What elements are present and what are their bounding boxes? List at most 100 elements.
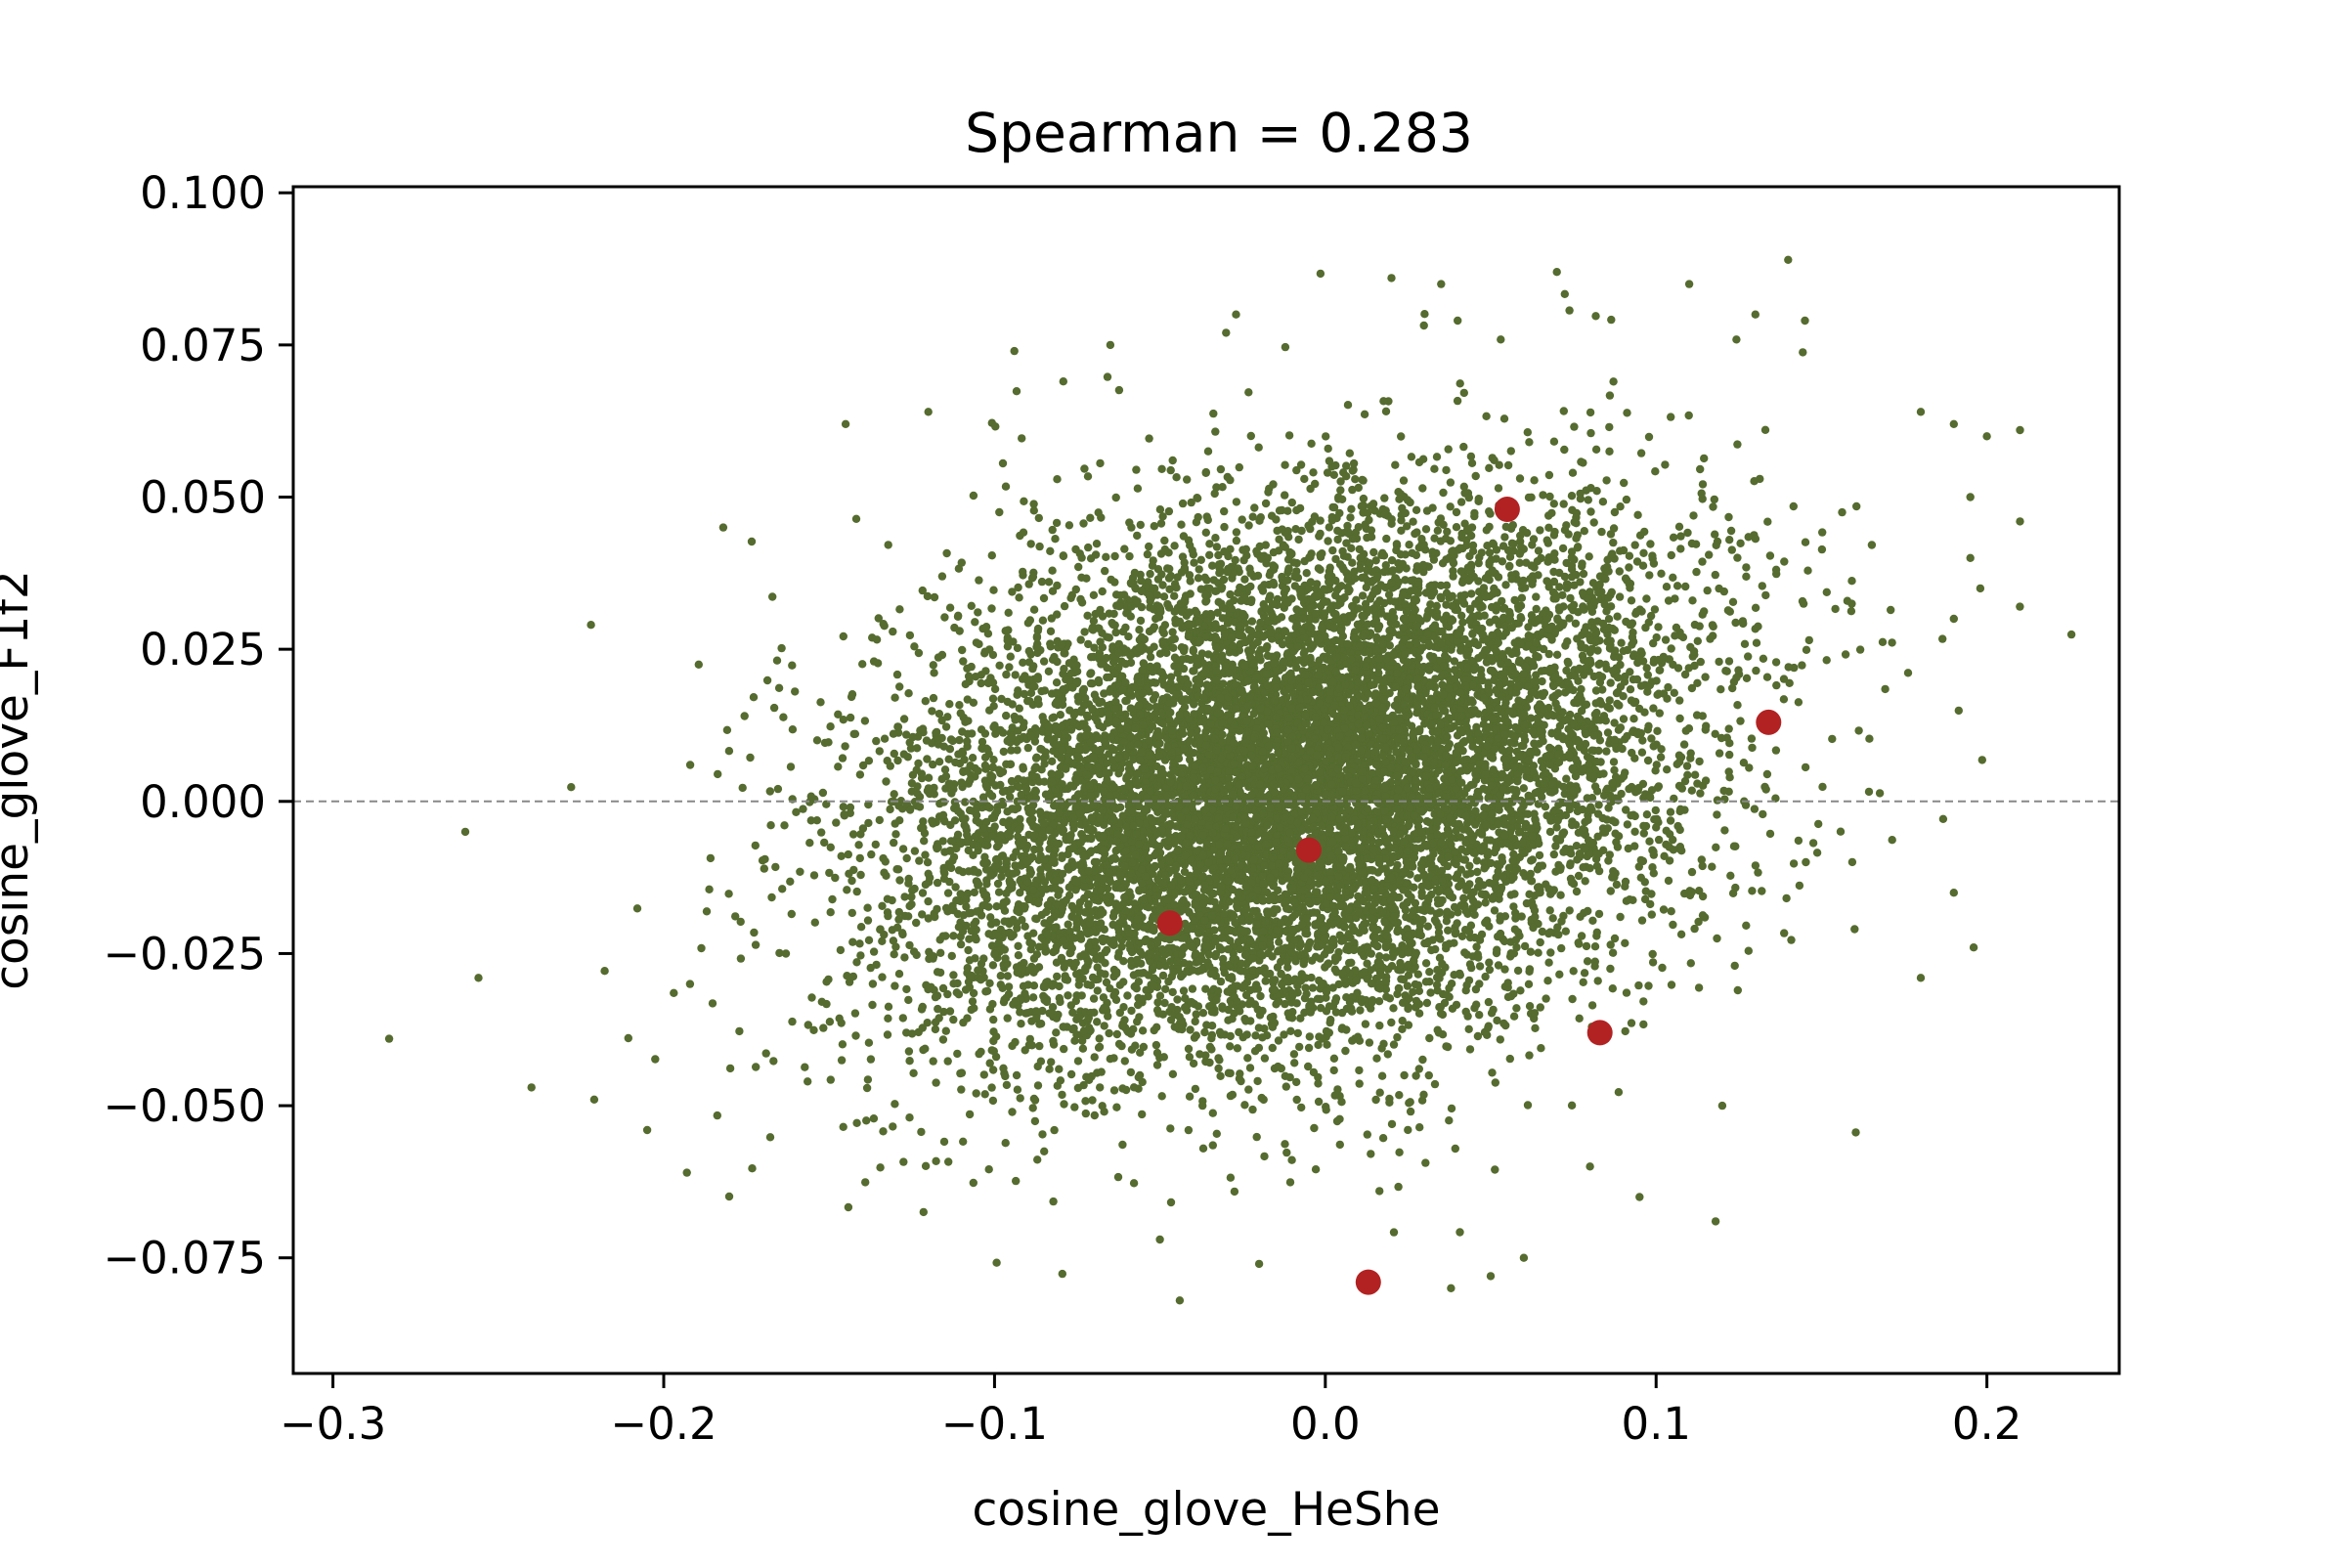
scatter-point [769, 1057, 778, 1066]
scatter-point [1506, 447, 1516, 456]
scatter-point [1736, 539, 1745, 547]
scatter-point [1659, 905, 1669, 914]
scatter-point [1002, 670, 1011, 679]
scatter-point [762, 675, 772, 685]
scatter-point [1120, 544, 1129, 553]
scatter-point [1289, 1050, 1299, 1059]
scatter-point [1248, 1105, 1257, 1114]
scatter-point [1494, 484, 1503, 493]
scatter-point [1045, 1065, 1054, 1073]
scatter-point [1485, 965, 1495, 975]
scatter-point [1594, 909, 1604, 919]
scatter-point [1561, 641, 1570, 650]
scatter-point [1295, 1042, 1304, 1052]
scatter-point [1524, 980, 1534, 988]
scatter-point [937, 572, 947, 581]
scatter-point [892, 865, 901, 874]
scatter-point [988, 961, 998, 970]
scatter-point [1342, 461, 1351, 470]
scatter-point [1520, 941, 1530, 951]
scatter-point [1248, 512, 1257, 521]
scatter-point [1568, 994, 1577, 1004]
scatter-point [1559, 500, 1568, 508]
scatter-point [1136, 616, 1146, 626]
scatter-point [929, 760, 937, 769]
scatter-point [1525, 438, 1534, 447]
scatter-point [1646, 899, 1655, 909]
scatter-point [1638, 561, 1648, 570]
scatter-point [1739, 759, 1749, 767]
scatter-point [995, 507, 1004, 517]
scatter-point [1787, 936, 1796, 944]
scatter-point [1765, 551, 1775, 560]
scatter-point [1736, 717, 1745, 725]
scatter-point [1329, 470, 1339, 479]
scatter-point [1586, 408, 1595, 417]
scatter-point [863, 1075, 873, 1084]
scatter-point [876, 1163, 885, 1172]
scatter-point [1536, 937, 1544, 947]
scatter-point [1436, 581, 1446, 590]
scatter-point [1001, 627, 1010, 635]
scatter-point [1556, 891, 1565, 899]
scatter-point [1325, 457, 1334, 465]
scatter-point [1166, 673, 1176, 681]
scatter-point [722, 725, 732, 734]
scatter-point [1686, 959, 1696, 968]
scatter-point [1110, 551, 1119, 561]
scatter-point [1109, 1086, 1119, 1095]
scatter-point [1727, 545, 1737, 554]
scatter-point [1172, 473, 1181, 482]
scatter-point [891, 981, 899, 990]
scatter-point [1683, 528, 1692, 538]
scatter-point [1178, 552, 1188, 561]
scatter-point [852, 1118, 861, 1128]
scatter-point [841, 742, 849, 751]
scatter-point [788, 725, 798, 734]
scatter-point [1591, 445, 1601, 454]
scatter-point [771, 862, 780, 872]
scatter-point [805, 839, 814, 848]
scatter-point [1281, 1140, 1289, 1149]
scatter-point [1311, 1165, 1321, 1174]
scatter-point [1526, 947, 1536, 956]
scatter-point [1648, 958, 1658, 967]
scatter-point [1750, 805, 1760, 813]
scatter-point [914, 759, 923, 768]
scatter-point [1421, 1158, 1430, 1167]
scatter-point [1208, 561, 1217, 570]
scatter-point [910, 847, 920, 855]
scatter-point [1724, 512, 1733, 522]
scatter-point [749, 693, 759, 702]
scatter-point [904, 689, 913, 698]
scatter-point [828, 894, 837, 904]
scatter-point [1629, 715, 1638, 723]
scatter-point [1377, 1071, 1387, 1080]
scatter-point [1619, 545, 1629, 555]
scatter-point [882, 777, 891, 786]
scatter-point [1649, 638, 1658, 648]
scatter-point [869, 1114, 879, 1123]
scatter-point [791, 687, 800, 696]
scatter-point [878, 936, 887, 945]
scatter-point [1308, 983, 1318, 992]
scatter-point [1095, 1034, 1104, 1043]
scatter-point [1669, 573, 1677, 582]
scatter-point [1667, 413, 1675, 421]
scatter-point [1617, 638, 1626, 647]
scatter-point [1525, 1051, 1534, 1060]
scatter-point [931, 992, 940, 1002]
scatter-point [1409, 517, 1417, 526]
scatter-point [945, 603, 955, 612]
scatter-point [889, 936, 898, 945]
scatter-point [1100, 1022, 1108, 1030]
scatter-point [1052, 518, 1062, 528]
scatter-point [1158, 971, 1168, 980]
scatter-point [1611, 772, 1621, 781]
scatter-point [910, 642, 919, 651]
scatter-point [837, 851, 846, 860]
scatter-point [1614, 1088, 1624, 1097]
scatter-point [1066, 1069, 1076, 1079]
scatter-point [1273, 905, 1282, 914]
scatter-point [1644, 721, 1653, 730]
